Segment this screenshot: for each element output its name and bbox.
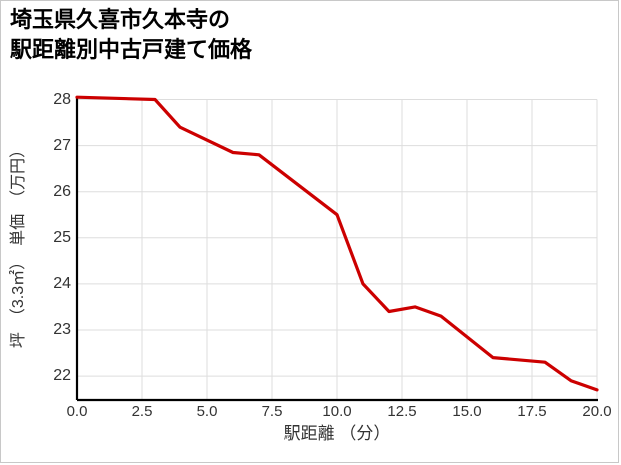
svg-text:駅距離 （分）: 駅距離 （分） — [284, 424, 391, 443]
svg-text:24: 24 — [53, 275, 71, 292]
svg-text:12.5: 12.5 — [387, 403, 416, 420]
svg-text:5.0: 5.0 — [197, 403, 218, 420]
svg-text:2.5: 2.5 — [132, 403, 153, 420]
svg-text:28: 28 — [53, 91, 71, 108]
svg-text:17.5: 17.5 — [517, 403, 546, 420]
svg-text:坪 （3.3㎡） 単価 （万円）: 坪 （3.3㎡） 単価 （万円） — [9, 142, 27, 348]
svg-text:7.5: 7.5 — [262, 403, 283, 420]
svg-text:15.0: 15.0 — [452, 403, 481, 420]
svg-text:0.0: 0.0 — [67, 403, 88, 420]
svg-text:23: 23 — [53, 321, 71, 338]
svg-text:20.0: 20.0 — [582, 403, 611, 420]
svg-text:27: 27 — [53, 137, 71, 154]
svg-text:22: 22 — [53, 367, 71, 384]
svg-text:26: 26 — [53, 183, 71, 200]
svg-text:25: 25 — [53, 229, 71, 246]
svg-text:10.0: 10.0 — [322, 403, 351, 420]
